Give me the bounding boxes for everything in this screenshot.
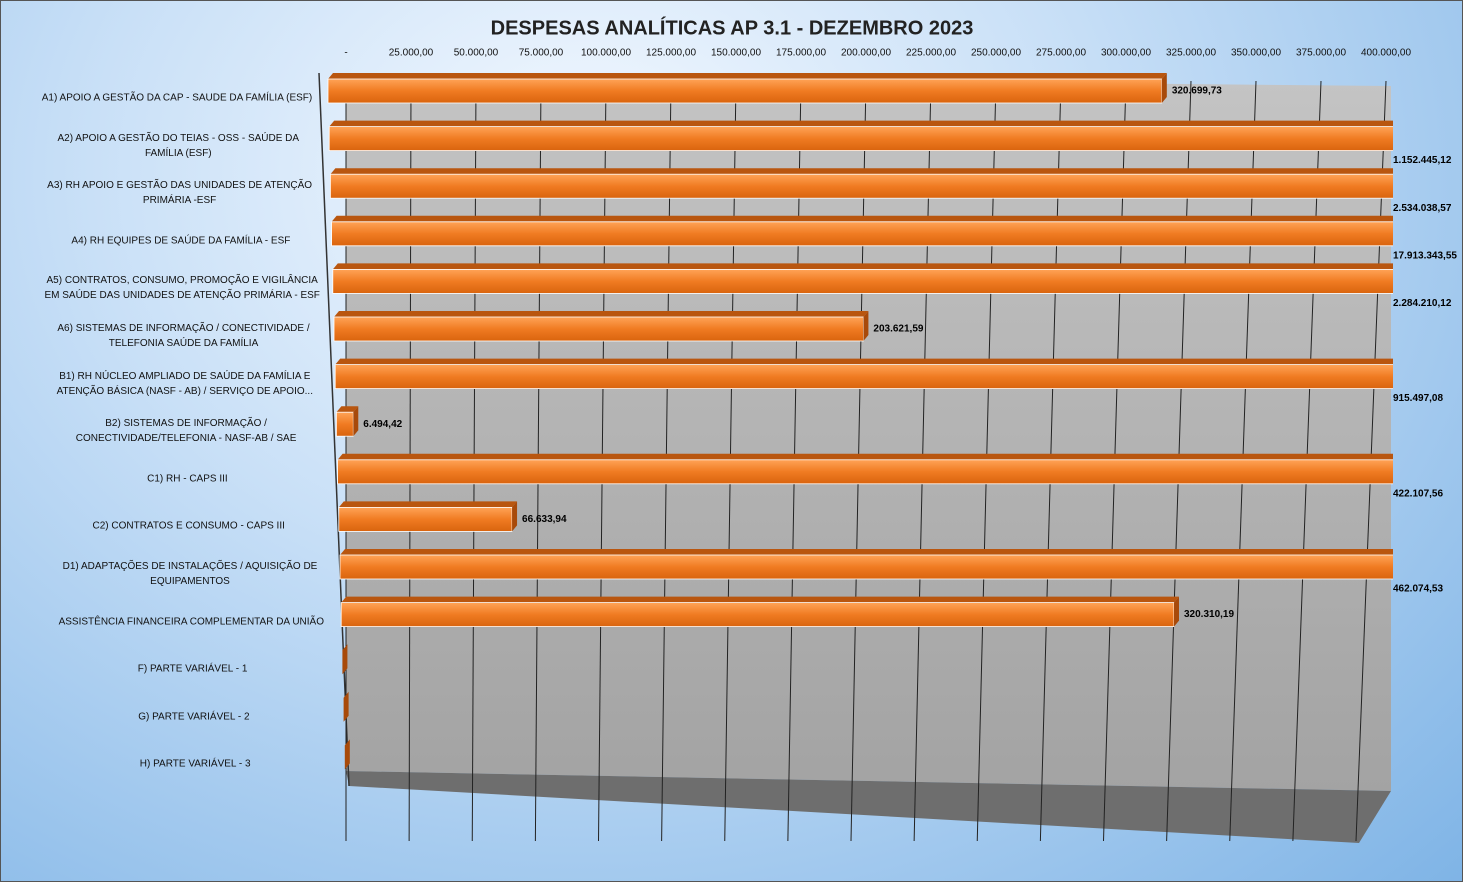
data-label: 6.494,42 xyxy=(363,419,402,430)
data-label: 320.699,73 xyxy=(1172,86,1222,97)
bar-top xyxy=(336,406,359,413)
bar xyxy=(329,168,1393,199)
bar-front xyxy=(333,316,864,342)
bar xyxy=(327,73,1167,104)
data-label: 320.310,19 xyxy=(1184,609,1234,620)
y-tick-label: A6) SISTEMAS DE INFORMAÇÃO / CONECTIVIDA… xyxy=(57,323,310,349)
bar xyxy=(342,644,348,675)
plot-floor xyxy=(346,771,1391,843)
chart-title: DESPESAS ANALÍTICAS AP 3.1 - DEZEMBRO 20… xyxy=(491,16,974,39)
bar-top xyxy=(337,453,1393,460)
x-tick-label: 100.000,00 xyxy=(581,48,631,59)
x-tick-label: 225.000,00 xyxy=(906,48,956,59)
bar-front xyxy=(332,268,1393,294)
data-label: 1.152.445,12 xyxy=(1393,155,1452,166)
bar-end xyxy=(1174,596,1180,627)
bar-top xyxy=(341,596,1180,603)
bar xyxy=(332,263,1393,294)
y-tick-label: F) PARTE VARIÁVEL - 1 xyxy=(137,663,248,675)
bar-end xyxy=(863,311,869,341)
y-tick-label: A5) CONTRATOS, CONSUMO, PROMOÇÃO E VIGIL… xyxy=(44,275,320,302)
x-tick-label: 275.000,00 xyxy=(1036,48,1086,59)
y-tick-label: ASSISTÊNCIA FINANCEIRA COMPLEMENTAR DA U… xyxy=(58,616,324,628)
y-tick-label: A4) RH EQUIPES DE SAÚDE DA FAMÍLIA - ESF xyxy=(71,235,291,247)
bar-end xyxy=(1161,73,1167,103)
y-tick-label: C2) CONTRATOS E CONSUMO - CAPS III xyxy=(92,520,285,532)
bar-front xyxy=(337,459,1393,485)
x-tick-label: 300.000,00 xyxy=(1101,48,1151,59)
bar xyxy=(335,406,359,437)
bar-top xyxy=(328,73,1167,79)
bar-top xyxy=(329,120,1393,127)
bar-front xyxy=(339,554,1393,580)
bar xyxy=(328,120,1393,151)
x-tick-label: 200.000,00 xyxy=(841,48,891,59)
bar-end xyxy=(1435,454,1440,484)
bar-end xyxy=(343,691,349,722)
x-tick-label: 175.000,00 xyxy=(776,48,826,59)
bar-top xyxy=(340,549,1393,555)
x-tick-label: 250.000,00 xyxy=(971,48,1021,59)
bar-front xyxy=(329,173,1393,199)
y-tick-label: A3) RH APOIO E GESTÃO DAS UNIDADES DE AT… xyxy=(47,180,313,207)
bar-end xyxy=(342,644,348,675)
bar-front xyxy=(328,126,1393,151)
data-label: 462.074,53 xyxy=(1393,584,1443,595)
bar-end xyxy=(353,406,359,437)
bar xyxy=(343,691,349,722)
y-tick-label: B2) SISTEMAS DE INFORMAÇÃO / CONECTIVIDA… xyxy=(75,418,297,445)
bar-end xyxy=(512,501,518,532)
y-tick-label: G) PARTE VARIÁVEL - 2 xyxy=(138,711,250,723)
bar-top xyxy=(335,358,1393,365)
bar xyxy=(340,596,1180,627)
bar-top xyxy=(332,263,1393,270)
bar-top xyxy=(334,311,869,317)
bar-front xyxy=(327,78,1163,104)
x-tick-label: 400.000,00 xyxy=(1361,48,1411,59)
data-label: 915.497,08 xyxy=(1393,393,1443,404)
x-tick-label: 350.000,00 xyxy=(1231,48,1281,59)
data-label: 422.107,56 xyxy=(1393,488,1443,499)
bar-front xyxy=(331,221,1393,247)
bar xyxy=(338,501,518,532)
bar-top xyxy=(331,215,1393,222)
bar xyxy=(334,358,1393,390)
bar-top xyxy=(338,501,518,508)
data-label: 66.633,94 xyxy=(522,514,567,525)
x-tick-label: 75.000,00 xyxy=(519,48,564,59)
y-tick-label: B1) RH NÚCLEO AMPLIADO DE SAÚDE DA FAMÍL… xyxy=(56,370,313,397)
y-tick-label: A1) APOIO A GESTÃO DA CAP - SAUDE DA FAM… xyxy=(41,92,313,104)
y-tick-label: C1) RH - CAPS III xyxy=(147,473,228,485)
bar xyxy=(331,215,1393,247)
data-label: 2.284.210,12 xyxy=(1393,298,1452,309)
x-tick-label: 325.000,00 xyxy=(1166,48,1216,59)
y-tick-label: H) PARTE VARIÁVEL - 3 xyxy=(139,758,251,770)
y-tick-label: D1) ADAPTAÇÕES DE INSTALAÇÕES / AQUISIÇÃ… xyxy=(62,561,318,587)
x-tick-label: 50.000,00 xyxy=(454,48,499,59)
bar xyxy=(337,453,1440,485)
bar xyxy=(339,549,1393,580)
x-tick-label: 150.000,00 xyxy=(711,48,761,59)
bar-front xyxy=(334,364,1393,390)
bar-front xyxy=(340,602,1175,627)
plot xyxy=(327,73,1440,842)
bar-top xyxy=(330,168,1393,175)
x-tick-label: 25.000,00 xyxy=(389,48,434,59)
y-tick-label: A2) APOIO A GESTÃO DO TEIAS - OSS - SAÚD… xyxy=(57,132,300,159)
data-label: 2.534.038,57 xyxy=(1393,203,1452,214)
bar-front xyxy=(335,411,354,437)
data-label: 17.913.343,55 xyxy=(1393,250,1457,261)
x-tick-label: 375.000,00 xyxy=(1296,48,1346,59)
x-tick-label: - xyxy=(344,48,347,59)
bar-front xyxy=(338,506,513,532)
bar-end xyxy=(344,739,350,770)
bar xyxy=(344,739,350,770)
bar xyxy=(333,311,869,342)
data-label: 203.621,59 xyxy=(873,324,923,335)
x-tick-label: 125.000,00 xyxy=(646,48,696,59)
